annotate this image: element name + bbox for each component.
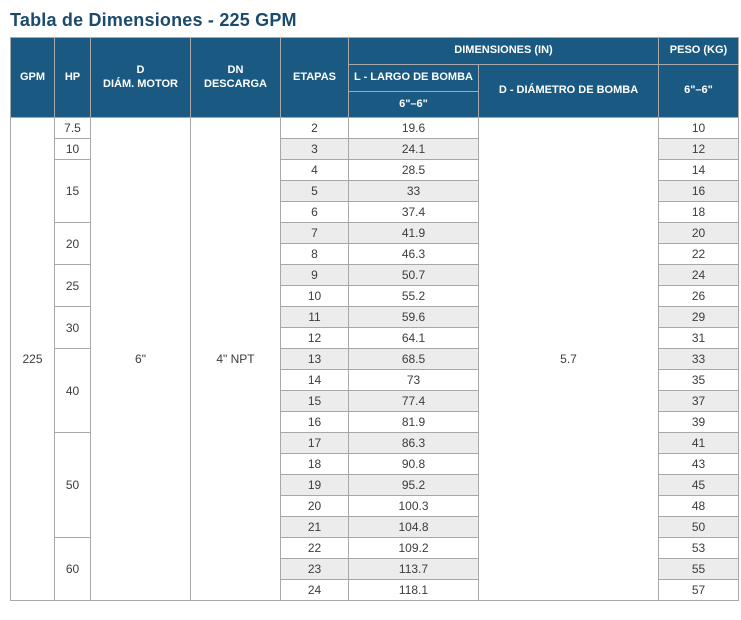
- cell-etapas: 10: [281, 286, 349, 307]
- cell-etapas: 23: [281, 559, 349, 580]
- cell-etapas: 6: [281, 202, 349, 223]
- cell-etapas: 15: [281, 391, 349, 412]
- table-header: GPM HP DDIÁM. MOTOR DNDESCARGA ETAPAS DI…: [11, 38, 739, 118]
- cell-largo: 59.6: [349, 307, 479, 328]
- cell-largo: 73: [349, 370, 479, 391]
- cell-hp: 7.5: [55, 118, 91, 139]
- cell-etapas: 21: [281, 517, 349, 538]
- cell-hp: 10: [55, 139, 91, 160]
- cell-etapas: 2: [281, 118, 349, 139]
- cell-etapas: 8: [281, 244, 349, 265]
- cell-gpm: 225: [11, 118, 55, 601]
- th-dn-descarga: DNDESCARGA: [191, 38, 281, 118]
- th-diam-bomba: D - DIÁMETRO DE BOMBA: [479, 64, 659, 118]
- cell-largo: 37.4: [349, 202, 479, 223]
- th-largo-sub: 6"–6": [349, 91, 479, 118]
- cell-etapas: 24: [281, 580, 349, 601]
- th-peso-sub: 6"–6": [659, 64, 739, 118]
- th-hp: HP: [55, 38, 91, 118]
- cell-diam-motor: 6": [91, 118, 191, 601]
- cell-peso: 14: [659, 160, 739, 181]
- cell-largo: 104.8: [349, 517, 479, 538]
- cell-etapas: 4: [281, 160, 349, 181]
- cell-peso: 55: [659, 559, 739, 580]
- th-peso: PESO (KG): [659, 38, 739, 65]
- cell-largo: 68.5: [349, 349, 479, 370]
- cell-etapas: 19: [281, 475, 349, 496]
- cell-peso: 35: [659, 370, 739, 391]
- cell-diam-bomba: 5.7: [479, 118, 659, 601]
- cell-hp: 20: [55, 223, 91, 265]
- cell-largo: 28.5: [349, 160, 479, 181]
- cell-largo: 90.8: [349, 454, 479, 475]
- cell-peso: 26: [659, 286, 739, 307]
- cell-largo: 64.1: [349, 328, 479, 349]
- cell-etapas: 9: [281, 265, 349, 286]
- cell-largo: 118.1: [349, 580, 479, 601]
- cell-peso: 29: [659, 307, 739, 328]
- cell-dn-descarga: 4" NPT: [191, 118, 281, 601]
- cell-hp: 40: [55, 349, 91, 433]
- cell-hp: 50: [55, 433, 91, 538]
- cell-peso: 24: [659, 265, 739, 286]
- cell-largo: 55.2: [349, 286, 479, 307]
- cell-peso: 50: [659, 517, 739, 538]
- th-etapas: ETAPAS: [281, 38, 349, 118]
- cell-peso: 53: [659, 538, 739, 559]
- cell-etapas: 5: [281, 181, 349, 202]
- cell-peso: 57: [659, 580, 739, 601]
- cell-largo: 86.3: [349, 433, 479, 454]
- cell-etapas: 17: [281, 433, 349, 454]
- cell-largo: 77.4: [349, 391, 479, 412]
- cell-peso: 16: [659, 181, 739, 202]
- cell-etapas: 18: [281, 454, 349, 475]
- cell-etapas: 11: [281, 307, 349, 328]
- cell-peso: 22: [659, 244, 739, 265]
- cell-peso: 48: [659, 496, 739, 517]
- cell-etapas: 13: [281, 349, 349, 370]
- page-title: Tabla de Dimensiones - 225 GPM: [10, 10, 731, 31]
- cell-peso: 18: [659, 202, 739, 223]
- cell-largo: 95.2: [349, 475, 479, 496]
- cell-largo: 33: [349, 181, 479, 202]
- cell-etapas: 16: [281, 412, 349, 433]
- cell-peso: 39: [659, 412, 739, 433]
- cell-largo: 19.6: [349, 118, 479, 139]
- cell-peso: 10: [659, 118, 739, 139]
- th-gpm: GPM: [11, 38, 55, 118]
- cell-peso: 33: [659, 349, 739, 370]
- cell-etapas: 14: [281, 370, 349, 391]
- cell-peso: 31: [659, 328, 739, 349]
- cell-etapas: 22: [281, 538, 349, 559]
- cell-hp: 60: [55, 538, 91, 601]
- cell-etapas: 20: [281, 496, 349, 517]
- cell-peso: 37: [659, 391, 739, 412]
- cell-largo: 100.3: [349, 496, 479, 517]
- cell-largo: 41.9: [349, 223, 479, 244]
- cell-peso: 12: [659, 139, 739, 160]
- cell-largo: 50.7: [349, 265, 479, 286]
- cell-etapas: 3: [281, 139, 349, 160]
- table-row: 2257.56"4" NPT219.65.710: [11, 118, 739, 139]
- table-body: 2257.56"4" NPT219.65.71010324.11215428.5…: [11, 118, 739, 601]
- cell-hp: 15: [55, 160, 91, 223]
- cell-largo: 109.2: [349, 538, 479, 559]
- cell-hp: 25: [55, 265, 91, 307]
- cell-largo: 113.7: [349, 559, 479, 580]
- cell-peso: 45: [659, 475, 739, 496]
- cell-peso: 20: [659, 223, 739, 244]
- cell-peso: 43: [659, 454, 739, 475]
- th-dimensiones: DIMENSIONES (IN): [349, 38, 659, 65]
- cell-etapas: 12: [281, 328, 349, 349]
- cell-peso: 41: [659, 433, 739, 454]
- cell-largo: 46.3: [349, 244, 479, 265]
- cell-etapas: 7: [281, 223, 349, 244]
- th-diam-motor: DDIÁM. MOTOR: [91, 38, 191, 118]
- cell-largo: 24.1: [349, 139, 479, 160]
- dimensions-table: GPM HP DDIÁM. MOTOR DNDESCARGA ETAPAS DI…: [10, 37, 739, 601]
- cell-hp: 30: [55, 307, 91, 349]
- th-largo-bomba: L - LARGO DE BOMBA: [349, 64, 479, 91]
- cell-largo: 81.9: [349, 412, 479, 433]
